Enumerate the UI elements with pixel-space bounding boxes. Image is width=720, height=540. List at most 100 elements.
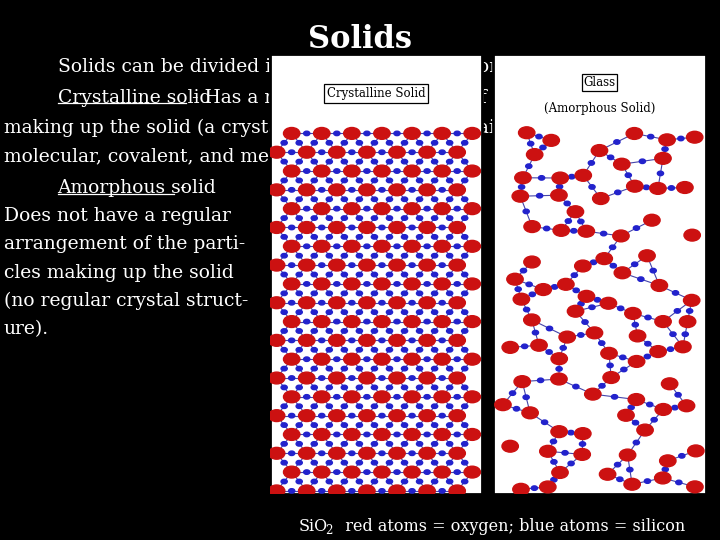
Circle shape — [431, 480, 438, 484]
Circle shape — [387, 385, 392, 390]
Circle shape — [356, 197, 362, 201]
Circle shape — [645, 315, 651, 320]
Circle shape — [598, 341, 605, 346]
Circle shape — [449, 297, 465, 309]
Circle shape — [593, 193, 609, 205]
Circle shape — [372, 329, 377, 333]
Circle shape — [551, 373, 567, 385]
Text: red atoms = oxygen; blue atoms = silicon: red atoms = oxygen; blue atoms = silicon — [335, 518, 685, 535]
Circle shape — [296, 272, 302, 277]
Circle shape — [319, 414, 325, 418]
Circle shape — [289, 263, 294, 267]
Circle shape — [326, 461, 333, 465]
Circle shape — [462, 140, 468, 145]
Circle shape — [326, 348, 333, 352]
Circle shape — [304, 432, 310, 437]
Circle shape — [364, 470, 370, 474]
Circle shape — [296, 253, 302, 258]
Circle shape — [404, 316, 420, 327]
Circle shape — [424, 282, 430, 286]
Circle shape — [434, 429, 450, 440]
Circle shape — [404, 240, 420, 252]
Circle shape — [379, 301, 385, 305]
Circle shape — [372, 197, 377, 201]
Circle shape — [372, 461, 377, 465]
Circle shape — [523, 307, 530, 312]
Circle shape — [348, 150, 355, 154]
Circle shape — [618, 306, 624, 310]
Circle shape — [402, 159, 408, 164]
Circle shape — [528, 141, 534, 146]
Circle shape — [535, 284, 552, 295]
Circle shape — [454, 282, 460, 286]
Circle shape — [409, 414, 415, 418]
Circle shape — [341, 253, 348, 258]
Circle shape — [299, 184, 315, 196]
Circle shape — [668, 186, 675, 190]
Circle shape — [333, 244, 340, 248]
Circle shape — [464, 127, 480, 139]
Circle shape — [389, 372, 405, 384]
Circle shape — [281, 197, 287, 201]
Circle shape — [638, 277, 644, 281]
Circle shape — [296, 348, 302, 352]
Circle shape — [402, 253, 408, 258]
Circle shape — [328, 259, 345, 271]
Text: Glass: Glass — [583, 76, 616, 89]
Circle shape — [676, 480, 682, 485]
Circle shape — [296, 197, 302, 201]
Circle shape — [621, 367, 627, 372]
Circle shape — [678, 400, 695, 411]
Text: ure).: ure). — [4, 320, 49, 338]
Circle shape — [577, 333, 584, 337]
Circle shape — [431, 178, 438, 183]
Circle shape — [446, 480, 453, 484]
Circle shape — [356, 348, 362, 352]
Circle shape — [409, 489, 415, 493]
Circle shape — [328, 372, 345, 384]
Circle shape — [402, 178, 408, 183]
Circle shape — [431, 461, 438, 465]
Circle shape — [296, 366, 302, 371]
Circle shape — [518, 185, 525, 189]
Circle shape — [284, 353, 300, 365]
Circle shape — [364, 319, 370, 324]
Circle shape — [614, 140, 620, 144]
Circle shape — [531, 339, 547, 351]
Circle shape — [394, 206, 400, 211]
Circle shape — [655, 316, 671, 327]
Circle shape — [319, 489, 325, 493]
Circle shape — [578, 301, 584, 306]
Circle shape — [296, 480, 302, 484]
Circle shape — [591, 145, 608, 157]
Circle shape — [589, 185, 595, 189]
Circle shape — [284, 316, 300, 327]
Circle shape — [326, 329, 333, 333]
Circle shape — [304, 206, 310, 211]
Circle shape — [454, 357, 460, 361]
Circle shape — [314, 429, 330, 440]
Circle shape — [389, 447, 405, 459]
Circle shape — [431, 272, 438, 277]
Circle shape — [446, 291, 453, 295]
Circle shape — [626, 127, 642, 139]
Circle shape — [553, 225, 570, 237]
Circle shape — [620, 355, 626, 360]
Circle shape — [543, 134, 559, 146]
Circle shape — [416, 385, 423, 390]
Circle shape — [424, 395, 430, 399]
Circle shape — [356, 385, 362, 390]
Circle shape — [319, 263, 325, 267]
Circle shape — [446, 329, 453, 333]
Circle shape — [402, 216, 408, 220]
Circle shape — [462, 159, 468, 164]
Circle shape — [464, 353, 480, 365]
Circle shape — [416, 197, 423, 201]
Circle shape — [289, 150, 294, 154]
Circle shape — [304, 282, 310, 286]
Circle shape — [299, 447, 315, 459]
Text: -: - — [174, 179, 186, 197]
Circle shape — [343, 165, 360, 177]
Circle shape — [356, 461, 362, 465]
Circle shape — [348, 451, 355, 456]
